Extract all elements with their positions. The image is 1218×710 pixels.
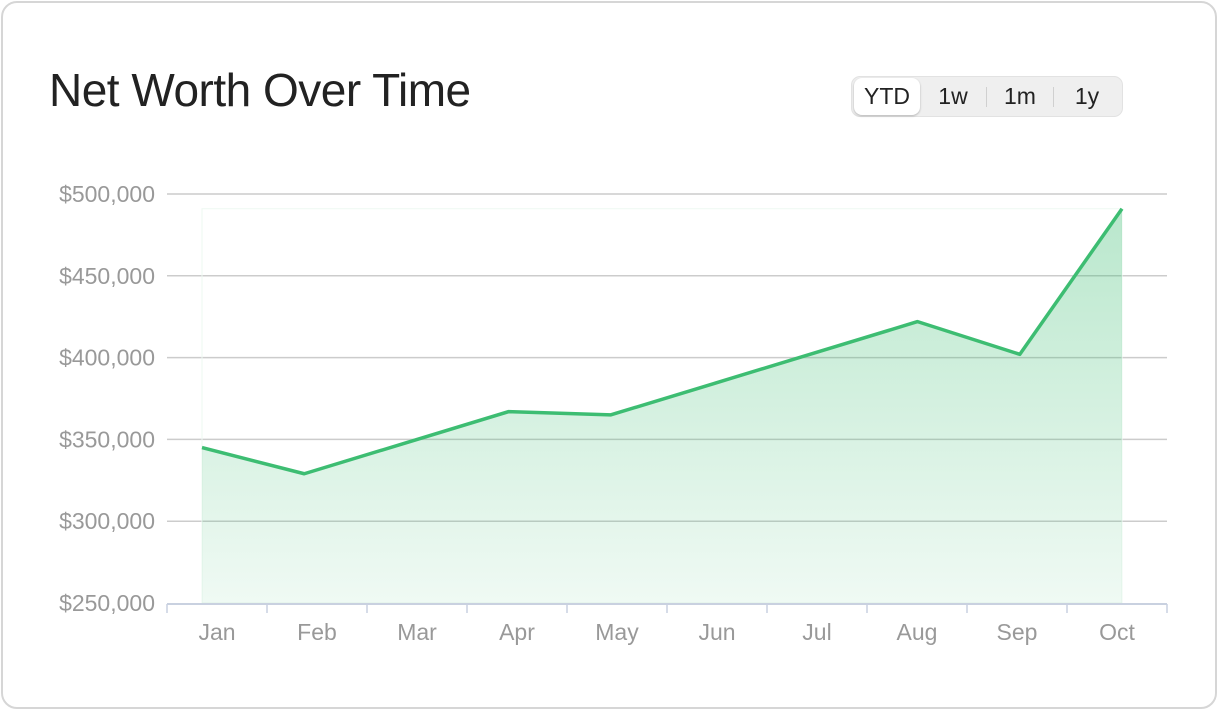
y-tick-label: $500,000 xyxy=(59,181,155,207)
series-line xyxy=(201,207,1124,476)
x-tick-label: Jun xyxy=(698,619,735,645)
x-tick-label: Apr xyxy=(499,619,535,645)
x-tick-label: Feb xyxy=(297,619,337,645)
range-1m-button[interactable]: 1m xyxy=(1004,83,1036,109)
x-tick-label: Oct xyxy=(1099,619,1135,645)
range-toggle: YTD 1w 1m 1y xyxy=(851,76,1123,117)
range-1y-button[interactable]: 1y xyxy=(1074,83,1100,109)
y-tick-label: $450,000 xyxy=(59,263,155,289)
divider xyxy=(1053,86,1054,107)
y-tick-label: $250,000 xyxy=(59,590,155,616)
x-tick-label: Sep xyxy=(997,619,1038,645)
area-fill xyxy=(202,208,1122,603)
y-tick-label: $300,000 xyxy=(59,508,155,534)
x-tick-label: Jul xyxy=(802,619,831,645)
x-tick-label: Aug xyxy=(897,619,938,645)
range-ytd-button[interactable]: YTD xyxy=(854,78,920,115)
y-tick-label: $400,000 xyxy=(59,345,155,371)
x-tick-label: May xyxy=(595,619,639,645)
x-tick-label: Jan xyxy=(198,619,235,645)
range-1w-button[interactable]: 1w xyxy=(938,83,968,109)
y-tick-label: $350,000 xyxy=(59,426,155,452)
x-tick-label: Mar xyxy=(397,619,437,645)
divider xyxy=(986,86,987,107)
chart-title: Net Worth Over Time xyxy=(49,64,471,116)
